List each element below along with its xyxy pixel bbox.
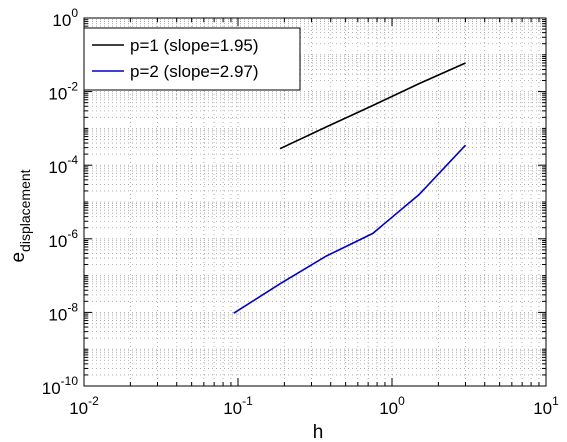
series-line-p2	[233, 144, 467, 314]
y-axis-label-main: e	[8, 252, 29, 263]
y-axis-label: edisplacement	[8, 169, 33, 262]
legend-label: p=1 (slope=1.95)	[130, 36, 259, 55]
x-tick-label: 101	[533, 394, 559, 418]
x-tick-label: 100	[379, 394, 405, 418]
series-line-p1	[279, 62, 466, 150]
y-tick-label: 10-6	[48, 227, 78, 251]
legend-box	[83, 27, 301, 91]
x-tick-labels: 10-2 10-1 100 101	[69, 394, 559, 418]
x-axis-label: h	[313, 422, 324, 442]
y-tick-label: 100	[52, 6, 78, 30]
legend-label: p=2 (slope=2.97)	[130, 62, 259, 81]
y-axis-label-sub: displacement	[17, 169, 33, 252]
y-tick-label: 10-4	[48, 153, 78, 177]
y-tick-label: 10-8	[48, 300, 78, 324]
series-layer	[233, 62, 467, 314]
legend: p=1 (slope=1.95) p=2 (slope=2.97)	[83, 27, 301, 91]
x-tick-label: 10-2	[69, 394, 99, 418]
x-tick-label: 10-1	[223, 394, 253, 418]
y-tick-label: 10-2	[48, 80, 78, 104]
y-tick-label: 10-10	[42, 374, 79, 398]
y-tick-labels: 10-10 10-8 10-6 10-4 10-2 100	[42, 6, 79, 398]
